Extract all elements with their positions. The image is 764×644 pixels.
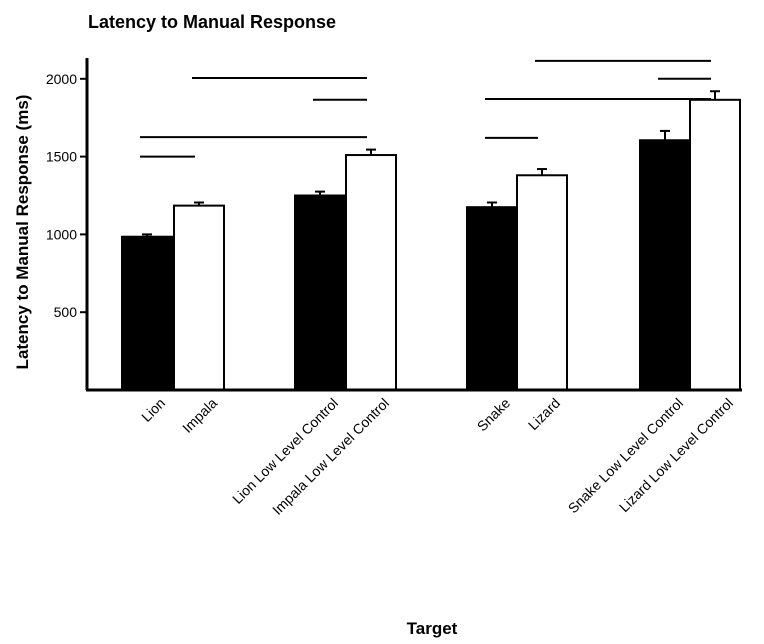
y-tick-label: 500 — [54, 304, 78, 320]
bar-snake — [466, 206, 518, 391]
y-axis-title: Latency to Manual Response (ms) — [13, 95, 32, 370]
x-tick-label: Lizard — [525, 395, 563, 433]
x-tick-label: Impala — [179, 395, 220, 436]
bar-lion — [121, 235, 173, 391]
bar-lizard-low-level-control — [689, 98, 741, 391]
bar-lizard — [516, 174, 568, 391]
bar-impala — [173, 204, 225, 391]
x-tick-label: Lion — [138, 395, 168, 425]
x-axis-title: Target — [407, 619, 458, 638]
y-tick-label: 2000 — [46, 71, 77, 87]
bar-snake-low-level-control — [639, 139, 691, 391]
y-tick-label: 1500 — [46, 149, 77, 165]
bar-impala-low-level-control — [345, 154, 397, 391]
chart-title: Latency to Manual Response — [88, 12, 336, 32]
bar-lion-low-level-control — [294, 194, 346, 391]
y-tick-label: 1000 — [46, 226, 77, 242]
x-tick-label: Snake — [474, 395, 514, 435]
